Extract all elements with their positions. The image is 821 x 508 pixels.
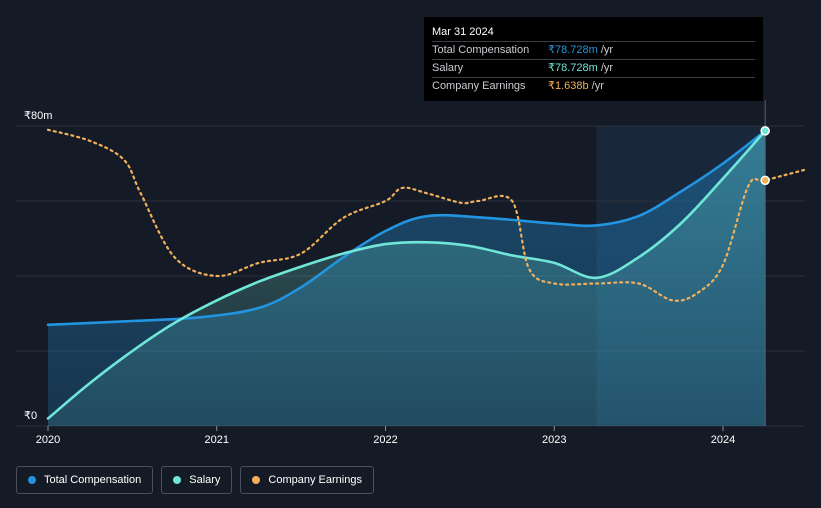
tooltip-value: ₹78.728m <box>548 44 598 56</box>
tooltip-label: Total Compensation <box>432 44 530 56</box>
salary-line <box>46 129 767 420</box>
legend-dot-icon <box>28 476 36 484</box>
tooltip-value: ₹1.638b <box>548 80 589 92</box>
tooltip-value: ₹78.728m <box>548 62 598 74</box>
legend-item-company-earnings[interactable]: Company Earnings <box>240 466 374 494</box>
salary-marker <box>760 126 770 136</box>
tooltip-label: Salary <box>432 62 464 74</box>
series-areas <box>48 130 766 426</box>
hover-markers <box>760 126 770 186</box>
company-earnings-marker <box>760 175 770 186</box>
total-compensation-line <box>46 129 767 327</box>
legend-label: Total Compensation <box>44 474 142 486</box>
x-tick-label: 2022 <box>373 434 397 446</box>
legend-dot-icon <box>252 476 261 484</box>
legend-label: Company Earnings <box>268 474 362 486</box>
legend: Total Compensation Salary Company Earnin… <box>16 466 374 494</box>
legend-dot-icon <box>173 476 182 484</box>
x-tick-label: 2021 <box>205 434 229 446</box>
tooltip-row-company-earnings: Company Earnings ₹1.638b /yr <box>432 77 755 95</box>
tooltip-unit: /yr <box>600 44 614 56</box>
x-tick-label: 2024 <box>711 434 735 446</box>
tooltip-label: Company Earnings <box>432 80 526 92</box>
x-tick-label: 2023 <box>542 434 566 446</box>
salary-area <box>48 130 766 426</box>
x-axis-ticks: 2020 2021 2022 2023 2024 <box>36 426 735 446</box>
tooltip-date: Mar 31 2024 <box>432 26 494 38</box>
y-axis-ticks: ₹80m ₹0 <box>24 110 52 422</box>
legend-item-salary[interactable]: Salary <box>161 466 233 494</box>
tooltip-unit: /yr <box>591 80 604 92</box>
y-tick-label: ₹0 <box>24 410 37 422</box>
y-tick-label: ₹80m <box>24 110 52 122</box>
tooltip-row-salary: Salary ₹78.728m /yr <box>432 59 755 77</box>
company-earnings-line <box>46 128 809 302</box>
legend-item-total-compensation[interactable]: Total Compensation <box>16 466 154 494</box>
series-lines <box>46 128 809 420</box>
tooltip-unit: /yr <box>600 62 614 74</box>
tooltip-row-total-compensation: Total Compensation ₹78.728m /yr <box>432 41 755 59</box>
legend-label: Salary <box>189 474 221 486</box>
tooltip: Mar 31 2024 Total Compensation ₹78.728m … <box>424 17 763 101</box>
x-tick-label: 2020 <box>36 434 60 446</box>
